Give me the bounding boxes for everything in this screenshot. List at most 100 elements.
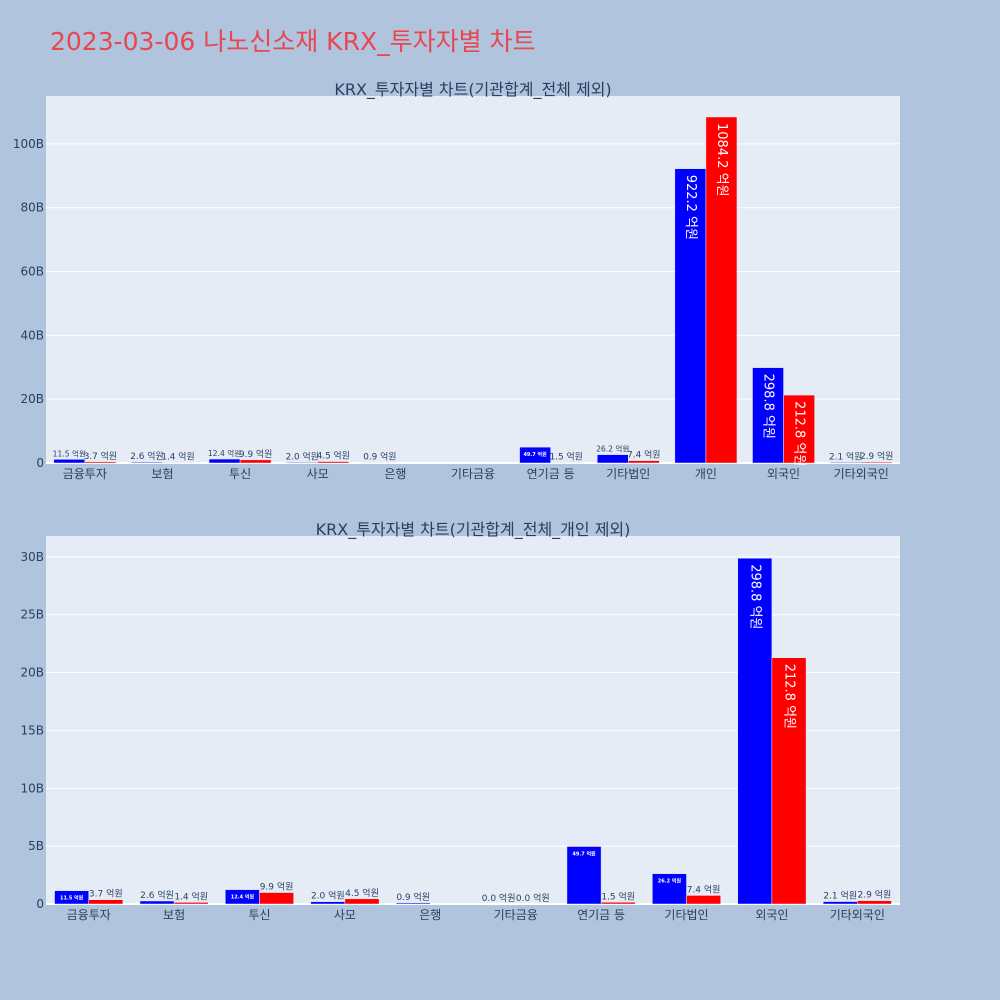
y-tick-label: 20B [20,392,44,406]
data-label: 11.5 억원 [60,895,84,902]
chart-investor-excluding-institution-total: KRX_투자자별 차트(기관합계_전체 제외) 0 20B 40B 60B 80B 100B… [13,80,900,481]
x-tick-label: 기타외국인 [834,467,889,481]
data-label: 2.0 억원 [311,890,345,902]
data-label: 2.6 억원 [130,450,163,462]
bar-blue [566,846,602,905]
x-tick-label: 투신 [248,908,270,922]
bar-red [857,900,892,905]
bar-red [705,116,738,464]
data-label: 2.9 억원 [860,450,893,462]
data-label: 2.6 억원 [140,889,174,901]
bar-red [600,902,636,905]
y-tick-label: 30B [20,550,44,564]
y-tick-label: 25B [20,608,44,622]
bar-blue [395,902,431,905]
bar-red [88,899,124,905]
bar-red [860,461,893,464]
y-tick-label: 40B [20,328,44,342]
y-tick-label: 100B [13,137,44,151]
y-tick-label: 15B [20,723,44,737]
data-label: 0.0 억원 [516,892,550,904]
x-tick-label: 투신 [229,467,251,481]
data-label: 212.8 억원 [781,664,796,729]
data-label: 3.7 억원 [89,888,123,900]
y-tick-label: 5B [28,839,44,853]
bar-red [84,461,117,464]
bar-red [173,902,209,905]
data-label: 922.2 억원 [683,175,698,240]
x-tick-label: 연기금 등 [577,908,625,922]
x-tick-label: 은행 [419,907,441,922]
bar-blue [53,459,86,464]
y-tick-label: 0 [36,897,44,911]
data-label: 9.9 억원 [260,881,294,893]
data-label: 1084.2 억원 [714,123,729,197]
x-tick-label: 개인 [695,467,717,481]
bar-red [628,460,660,464]
bar-red [259,892,294,905]
data-label: 0.9 억원 [363,451,396,463]
bar-blue [752,367,784,464]
bar-red [344,898,380,905]
x-tick-label: 사모 [307,467,329,481]
data-label: 0.0 억원 [482,892,516,904]
x-tick-label: 보험 [163,908,185,922]
x-tick-label: 금융투자 [67,908,111,922]
bar-blue [829,462,862,464]
y-tick-label: 0 [36,456,44,470]
data-label: 298.8 억원 [761,374,776,439]
x-tick-label: 외국인 [755,908,788,922]
x-tick-label: 기타법인 [606,467,650,481]
bar-red [317,461,350,464]
data-label: 11.5 억원 [53,449,86,458]
data-label: 12.4 억원 [208,449,241,458]
y-tick-label: 80B [20,201,44,215]
bar-blue [519,446,551,464]
bar-blue [737,557,773,905]
x-tick-label: 기타법인 [664,908,708,922]
bar-red [239,459,272,464]
chart-title: KRX_투자자별 차트(기관합계_전체 제외) [334,80,611,100]
page-title: 2023-03-06 나노신소재 KRX_투자자별 차트 [50,27,536,56]
data-label: 2.0 억원 [286,450,319,462]
bar-blue [131,461,163,464]
bar-blue [54,890,89,905]
data-label: 0.9 억원 [396,891,430,903]
data-label: 3.7 억원 [84,450,117,462]
bar-blue [286,462,318,464]
data-label: 7.4 억원 [627,449,660,461]
bar-blue [674,168,707,464]
data-label: 2.9 억원 [858,889,892,901]
bar-blue [208,458,241,464]
data-label: 1.5 억원 [550,451,583,463]
x-tick-label: 기타외국인 [830,908,885,922]
bar-blue [310,901,346,905]
bar-red [686,895,721,905]
data-label: 212.8 억원 [792,401,807,466]
data-label: 1.4 억원 [174,890,208,902]
bar-blue [596,454,629,464]
data-label: 26.2 억원 [658,878,682,885]
data-label: 4.5 억원 [317,450,350,462]
x-tick-label: 사모 [334,908,356,922]
data-label: 4.5 억원 [345,887,379,899]
chart-title: KRX_투자자별 차트(기관합계_전체_개인 제외) [316,520,631,540]
x-tick-label: 금융투자 [63,467,107,481]
x-tick-label: 외국인 [767,467,800,481]
bar-blue [652,873,687,905]
bar-red [771,657,807,905]
data-label: 49.7 억원 [572,850,596,857]
data-label: 2.1 억원 [829,450,862,462]
data-label: 26.2 억원 [596,445,629,454]
y-tick-label: 60B [20,265,44,279]
y-tick-label: 20B [20,666,44,680]
data-label: 49.7 억원 [523,451,547,458]
x-tick-label: 보험 [151,467,173,481]
x-tick-label: 연기금 등 [527,467,575,481]
chart-investor-excluding-individual: KRX_투자자별 차트(기관합계_전체_개인 제외) 0 5B 10B 15B 20B 25… [20,520,900,922]
data-label: 1.4 억원 [161,451,194,463]
x-tick-label: 기타금융 [494,908,538,922]
x-tick-label: 은행 [384,466,406,481]
data-label: 12.4 억원 [231,894,255,901]
data-label: 9.9 억원 [239,448,272,460]
